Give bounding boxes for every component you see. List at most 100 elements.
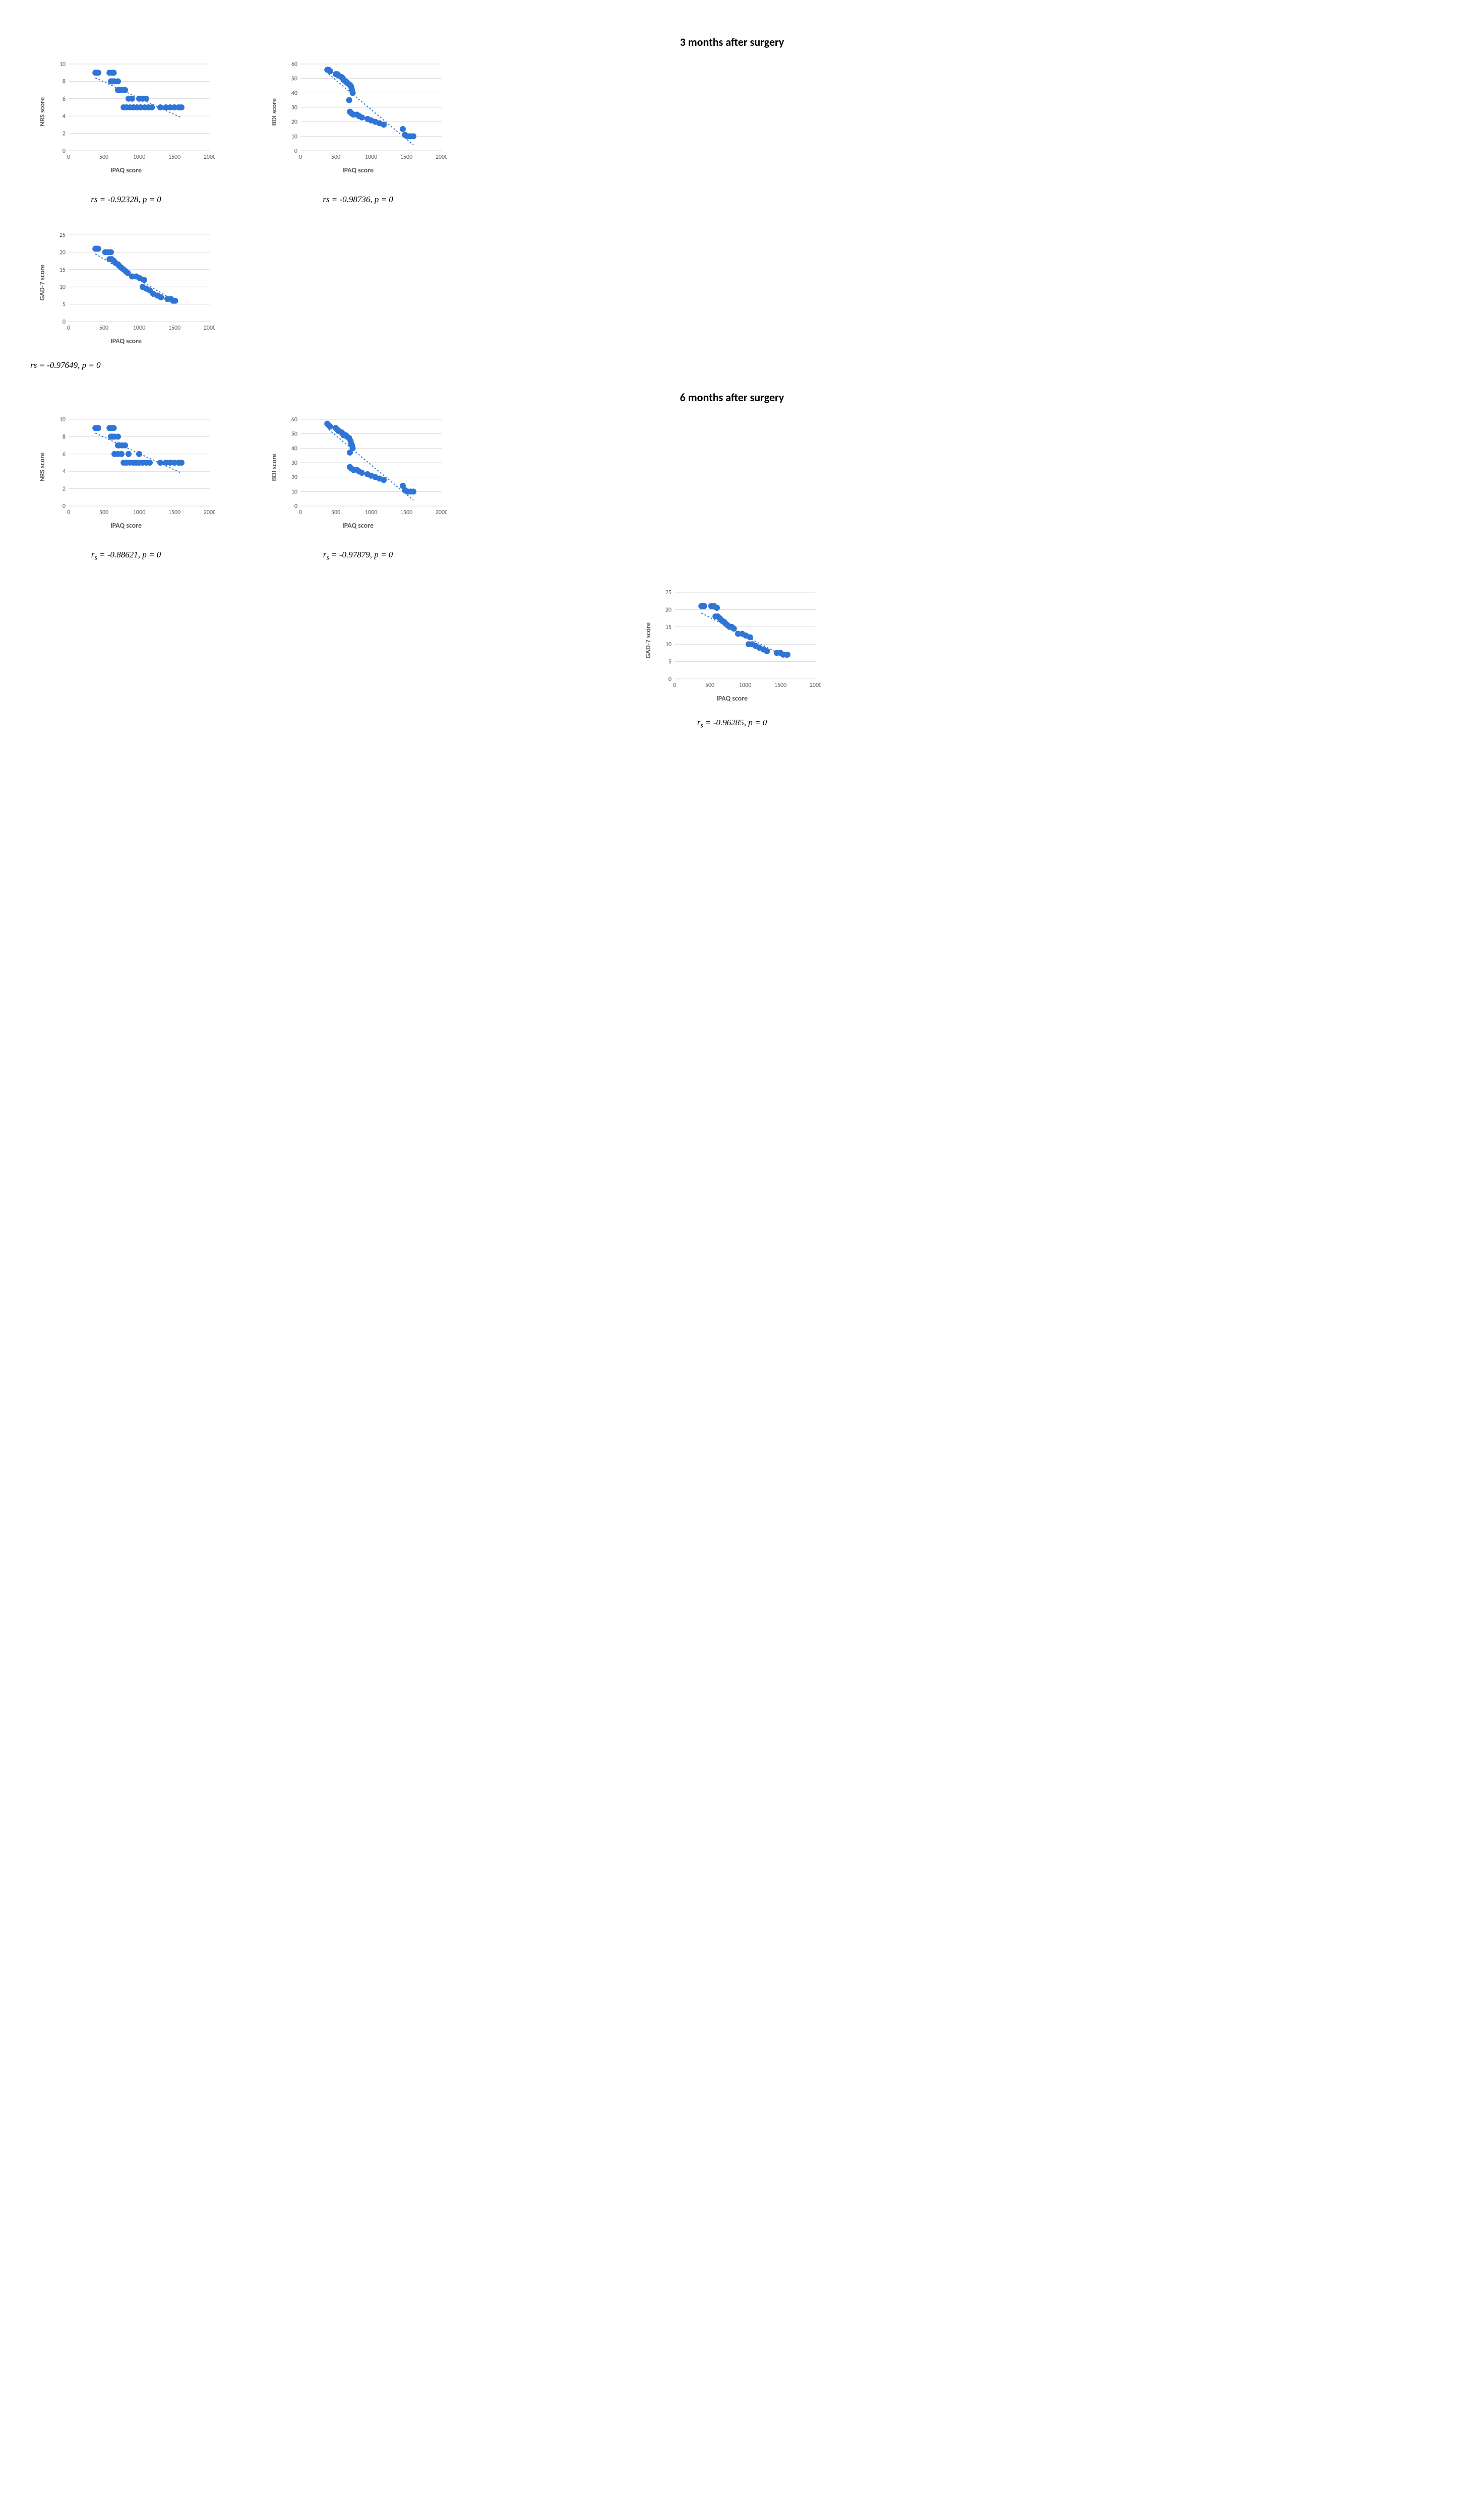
svg-text:5: 5 xyxy=(668,659,671,666)
caption: rs = -0.88621, p = 0 xyxy=(91,550,161,562)
ylabel: GAD-7 score xyxy=(644,622,652,659)
svg-text:2000: 2000 xyxy=(435,154,446,161)
chart-svg: 0 5 10 15 20 25 0 500 1000 1500 2000 xyxy=(654,587,821,693)
caption: rs = -0.97879, p = 0 xyxy=(323,550,393,562)
svg-text:500: 500 xyxy=(705,682,714,689)
svg-text:20: 20 xyxy=(291,474,297,481)
chart-nrs-6m: NRS score 02468100500100015002000 IPAQ s… xyxy=(30,414,222,530)
chart-svg: 01020304050600500100015002000 xyxy=(280,59,447,165)
svg-text:20: 20 xyxy=(59,249,65,256)
svg-text:2000: 2000 xyxy=(203,325,214,332)
svg-text:500: 500 xyxy=(99,154,108,161)
svg-text:15: 15 xyxy=(59,267,65,274)
svg-text:1500: 1500 xyxy=(400,509,412,516)
svg-text:1000: 1000 xyxy=(364,509,377,516)
caption: rs = -0.98736, p = 0 xyxy=(323,195,393,205)
svg-text:0: 0 xyxy=(67,154,70,161)
svg-text:5: 5 xyxy=(62,301,65,308)
xlabel: IPAQ score xyxy=(110,337,142,345)
svg-text:1000: 1000 xyxy=(133,154,145,161)
ylabel: GAD-7 score xyxy=(38,265,46,301)
svg-text:8: 8 xyxy=(62,433,65,440)
chart-gad-6m: GAD-7 score 0 5 10 15 20 25 0 500 1000 1500 2000 I… xyxy=(636,587,828,750)
svg-text:10: 10 xyxy=(291,133,297,140)
svg-text:2000: 2000 xyxy=(435,509,446,516)
svg-text:2: 2 xyxy=(62,131,65,138)
svg-text:1500: 1500 xyxy=(400,154,412,161)
section-title-6m: 6 months after surgery xyxy=(30,391,1434,404)
svg-text:2: 2 xyxy=(62,486,65,493)
chart-svg: 02468100500100015002000 xyxy=(48,414,215,520)
svg-text:10: 10 xyxy=(665,642,671,649)
xlabel: IPAQ score xyxy=(110,521,142,530)
xlabel: IPAQ score xyxy=(342,166,374,174)
svg-text:500: 500 xyxy=(331,154,340,161)
row-6m-top: NRS score 02468100500100015002000 IPAQ s… xyxy=(30,414,1434,530)
svg-text:0: 0 xyxy=(67,509,70,516)
svg-text:25: 25 xyxy=(665,589,671,596)
xlabel: IPAQ score xyxy=(716,694,748,703)
chart-svg: 0 2 4 6 8 10 0 500 1000 1500 2000 xyxy=(48,59,215,165)
svg-text:1500: 1500 xyxy=(774,682,786,689)
svg-text:30: 30 xyxy=(291,460,297,467)
svg-text:8: 8 xyxy=(62,78,65,85)
xlabel: IPAQ score xyxy=(342,521,374,530)
svg-text:4: 4 xyxy=(62,113,65,120)
chart-svg: 0 10 20 30 40 50 60 0 500 1000 1500 2000 xyxy=(280,414,447,520)
svg-text:1000: 1000 xyxy=(133,325,145,332)
chart-gad-3m: GAD-7 score 0 5 10 15 20 25 0 500 1000 1500 2000 I… xyxy=(30,230,222,345)
svg-text:6: 6 xyxy=(62,451,65,458)
svg-text:0: 0 xyxy=(298,154,301,161)
svg-text:2000: 2000 xyxy=(809,682,820,689)
svg-text:50: 50 xyxy=(291,431,297,438)
svg-text:20: 20 xyxy=(665,607,671,614)
svg-text:0: 0 xyxy=(673,682,676,689)
svg-text:500: 500 xyxy=(331,509,340,516)
svg-text:1500: 1500 xyxy=(168,325,180,332)
row-3m-captions-top: rs = -0.92328, p = 0 rs = -0.98736, p = … xyxy=(30,179,1434,225)
row-6m-captions-top: rs = -0.88621, p = 0 rs = -0.97879, p = … xyxy=(30,535,1434,582)
caption: rs = -0.96285, p = 0 xyxy=(697,718,767,730)
caption: rs = -0.97649, p = 0 xyxy=(30,360,1434,370)
svg-text:1000: 1000 xyxy=(364,154,377,161)
svg-text:20: 20 xyxy=(291,119,297,126)
xlabel: IPAQ score xyxy=(110,166,142,174)
svg-text:2000: 2000 xyxy=(203,509,214,516)
svg-text:10: 10 xyxy=(291,488,297,495)
svg-text:6: 6 xyxy=(62,96,65,103)
svg-text:1500: 1500 xyxy=(168,509,180,516)
svg-text:60: 60 xyxy=(291,416,297,423)
svg-text:1500: 1500 xyxy=(168,154,180,161)
ylabel: BDI score xyxy=(270,454,278,481)
svg-text:0: 0 xyxy=(294,503,297,510)
ylabel: NRS score xyxy=(38,97,46,127)
svg-text:0: 0 xyxy=(62,503,65,510)
svg-text:0: 0 xyxy=(62,148,65,155)
svg-text:10: 10 xyxy=(59,284,65,291)
svg-text:2000: 2000 xyxy=(203,154,214,161)
svg-text:10: 10 xyxy=(59,61,65,68)
svg-text:1000: 1000 xyxy=(133,509,145,516)
svg-text:1000: 1000 xyxy=(739,682,751,689)
svg-text:500: 500 xyxy=(99,325,108,332)
caption: rs = -0.92328, p = 0 xyxy=(91,195,161,205)
ylabel: NRS score xyxy=(38,453,46,482)
svg-text:0: 0 xyxy=(298,509,301,516)
svg-text:0: 0 xyxy=(67,325,70,332)
ylabel: BDI score xyxy=(270,98,278,125)
chart-bdi-6m: BDI score 01020304050600500100015002000 … xyxy=(262,414,454,530)
svg-text:15: 15 xyxy=(665,624,671,631)
row-6m-bottom: GAD-7 score 0 5 10 15 20 25 0 500 1000 1500 2000 I… xyxy=(30,587,1434,750)
svg-text:50: 50 xyxy=(291,76,297,83)
section-title-3m: 3 months after surgery xyxy=(30,35,1434,49)
svg-text:40: 40 xyxy=(291,445,297,452)
svg-text:30: 30 xyxy=(291,104,297,111)
svg-text:0: 0 xyxy=(294,148,297,155)
chart-nrs-3m: NRS score 0 2 4 6 8 10 0 500 1000 1500 2000 IPAQ s… xyxy=(30,59,222,174)
chart-svg: 0 5 10 15 20 25 0 500 1000 1500 2000 xyxy=(48,230,215,336)
row-3m-bottom: GAD-7 score 0 5 10 15 20 25 0 500 1000 1500 2000 I… xyxy=(30,230,1434,345)
svg-text:10: 10 xyxy=(59,416,65,423)
svg-text:0: 0 xyxy=(62,319,65,326)
svg-text:25: 25 xyxy=(59,232,65,239)
svg-text:0: 0 xyxy=(668,676,671,683)
